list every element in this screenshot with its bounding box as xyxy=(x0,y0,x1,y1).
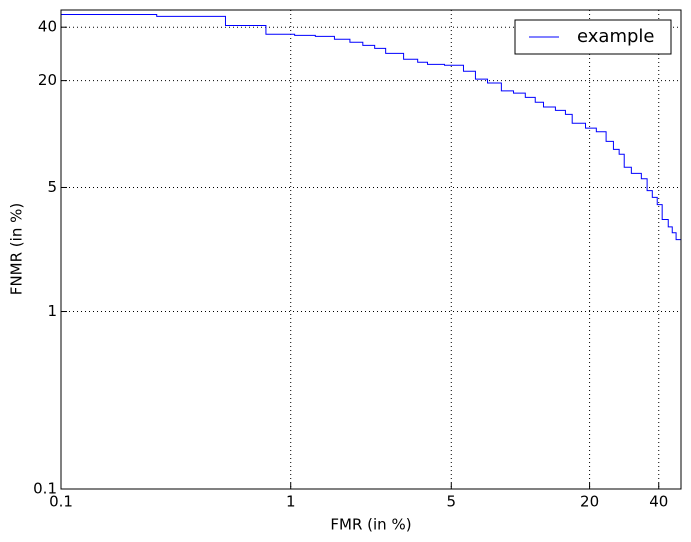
data-line xyxy=(61,13,681,241)
y-tick-label: 0.1 xyxy=(33,480,57,498)
plot-frame xyxy=(60,9,682,490)
y-tick-label: 1 xyxy=(47,302,57,320)
x-tick-label: 1 xyxy=(286,493,296,511)
x-tick-label: 20 xyxy=(580,493,599,511)
x-tick-label: 0.1 xyxy=(49,493,73,511)
y-tick-label: 5 xyxy=(47,178,57,196)
y-tick-label: 20 xyxy=(38,71,57,89)
x-tick-label: 5 xyxy=(447,493,457,511)
y-axis-label: FNMR (in %) xyxy=(8,203,26,295)
legend-label: example xyxy=(577,26,654,47)
x-tick-label: 40 xyxy=(649,493,668,511)
y-tick-label: 40 xyxy=(38,18,57,36)
x-axis-label: FMR (in %) xyxy=(330,516,411,534)
